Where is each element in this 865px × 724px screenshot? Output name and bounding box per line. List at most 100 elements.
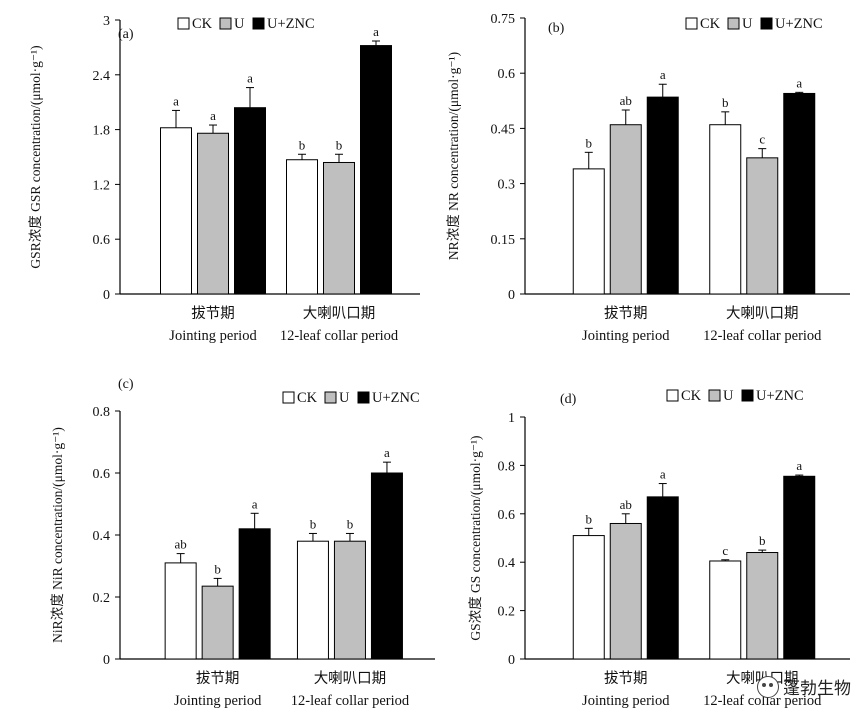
significance-letter: b: [299, 137, 306, 152]
chart-panel-a: 0 0.6 1.2 1.8 2.4 3 GSR浓度 GSR concentration/(μ…: [28, 14, 420, 344]
y-tick-label: 0.6: [93, 467, 111, 482]
bar: [286, 159, 318, 295]
bar: [609, 522, 642, 660]
y-tick-label: 0: [508, 653, 515, 668]
legend-swatch: [324, 391, 337, 404]
bar: [572, 535, 605, 660]
y-tick-label: 0.4: [93, 529, 111, 544]
significance-letter: a: [173, 93, 179, 108]
legend-swatch: [666, 389, 679, 402]
bar: [646, 496, 679, 660]
bar: [238, 528, 271, 660]
significance-letter: b: [336, 137, 343, 152]
legend-entry: U: [234, 16, 245, 32]
bar: [197, 132, 229, 295]
significance-letter: b: [722, 95, 729, 110]
x-category-label-en: Jointing period: [582, 328, 670, 344]
bar: [609, 124, 642, 295]
legend-entry: CK: [681, 388, 702, 404]
y-tick-label: 0: [103, 288, 110, 303]
x-category-label-en: 12-leaf collar period: [703, 328, 822, 344]
bar: [709, 124, 742, 295]
significance-letter: b: [586, 511, 593, 526]
y-axis-label: NR浓度 NR concentration/(μmol·g⁻¹): [446, 52, 461, 260]
y-axis-label: NiR浓度 NiR concentration/(μmol·g⁻¹): [50, 427, 65, 643]
bar: [333, 540, 366, 660]
legend-entry: U+ZNC: [267, 16, 315, 32]
legend-swatch: [357, 391, 370, 404]
x-category-label-en: Jointing period: [169, 328, 257, 344]
chart-panel-b: 0 0.15 0.3 0.45 0.6 0.75 NR浓度 NR concentration…: [446, 12, 850, 344]
panel-label: (a): [118, 27, 134, 42]
legend-swatch: [760, 17, 773, 30]
x-category-label-en: 12-leaf collar period: [280, 328, 399, 344]
y-axis-label: GS浓度 GS concentration/(μmol·g⁻¹): [468, 435, 483, 640]
x-category-label: 大喇叭口期: [314, 670, 387, 687]
legend-entry: U+ZNC: [756, 388, 804, 404]
y-tick-label: 0.4: [498, 556, 516, 571]
panel-label: (b): [548, 21, 565, 36]
significance-letter: c: [722, 543, 728, 558]
significance-letter: b: [310, 516, 317, 531]
y-tick-label: 1.8: [93, 124, 111, 139]
significance-letter: c: [759, 132, 765, 147]
bar: [234, 107, 266, 295]
significance-letter: a: [660, 467, 666, 482]
y-tick-label: 0.6: [498, 67, 516, 82]
legend-entry: CK: [297, 390, 318, 406]
bar: [746, 157, 779, 295]
y-tick-label: 0: [508, 288, 515, 303]
legend-swatch: [177, 17, 190, 30]
significance-letter: b: [214, 561, 221, 576]
legend-entry: U: [339, 390, 350, 406]
x-category-label: 拔节期: [191, 305, 235, 322]
x-category-label-en: Jointing period: [174, 693, 262, 709]
legend-swatch: [727, 17, 740, 30]
bar: [783, 92, 816, 295]
legend-swatch: [708, 389, 721, 402]
y-tick-label: 0: [103, 653, 110, 668]
x-category-label: 拔节期: [604, 670, 648, 687]
bar: [646, 96, 679, 295]
panel-label: (d): [560, 392, 577, 407]
chart-panel-d: 0 0.2 0.4 0.6 0.8 1 GS浓度 GS concentration/(μmo…: [468, 388, 850, 709]
y-tick-label: 0.8: [93, 405, 111, 420]
significance-letter: a: [660, 67, 666, 82]
y-tick-label: 0.2: [498, 605, 516, 620]
significance-letter: b: [586, 135, 593, 150]
y-tick-label: 0.15: [491, 233, 516, 248]
y-tick-label: 3: [103, 14, 110, 29]
x-category-label-en: 12-leaf collar period: [291, 693, 410, 709]
watermark: 蓬勃生物: [757, 674, 851, 699]
y-tick-label: 0.6: [498, 508, 516, 523]
bar: [164, 562, 197, 660]
legend-entry: U: [742, 16, 753, 32]
legend-entry: CK: [700, 16, 721, 32]
significance-letter: a: [796, 458, 802, 473]
significance-letter: a: [247, 71, 253, 86]
y-tick-label: 0.45: [491, 122, 516, 137]
bar: [746, 552, 779, 660]
bar: [296, 540, 329, 660]
watermark-text: 蓬勃生物: [783, 679, 851, 699]
bar: [572, 168, 605, 295]
wechat-icon: [757, 675, 779, 698]
panel-label: (c): [118, 377, 134, 392]
significance-letter: a: [384, 445, 390, 460]
y-tick-label: 1: [508, 411, 515, 426]
y-tick-label: 0.2: [93, 591, 111, 606]
y-tick-label: 0.3: [498, 178, 516, 193]
significance-letter: a: [210, 108, 216, 123]
legend-swatch: [252, 17, 265, 30]
bar: [783, 475, 816, 660]
legend-swatch: [741, 389, 754, 402]
significance-letter: b: [759, 533, 766, 548]
y-axis-label: GSR浓度 GSR concentration/(μmol·g⁻¹): [28, 45, 43, 268]
x-category-label-en: 12-leaf collar period: [703, 693, 822, 709]
chart-panel-c: 0 0.2 0.4 0.6 0.8 NiR浓度 NiR concentration/(μm…: [50, 377, 435, 709]
y-tick-label: 0.6: [93, 233, 111, 248]
legend-entry: CK: [192, 16, 213, 32]
significance-letter: ab: [620, 497, 632, 512]
significance-letter: ab: [620, 93, 632, 108]
